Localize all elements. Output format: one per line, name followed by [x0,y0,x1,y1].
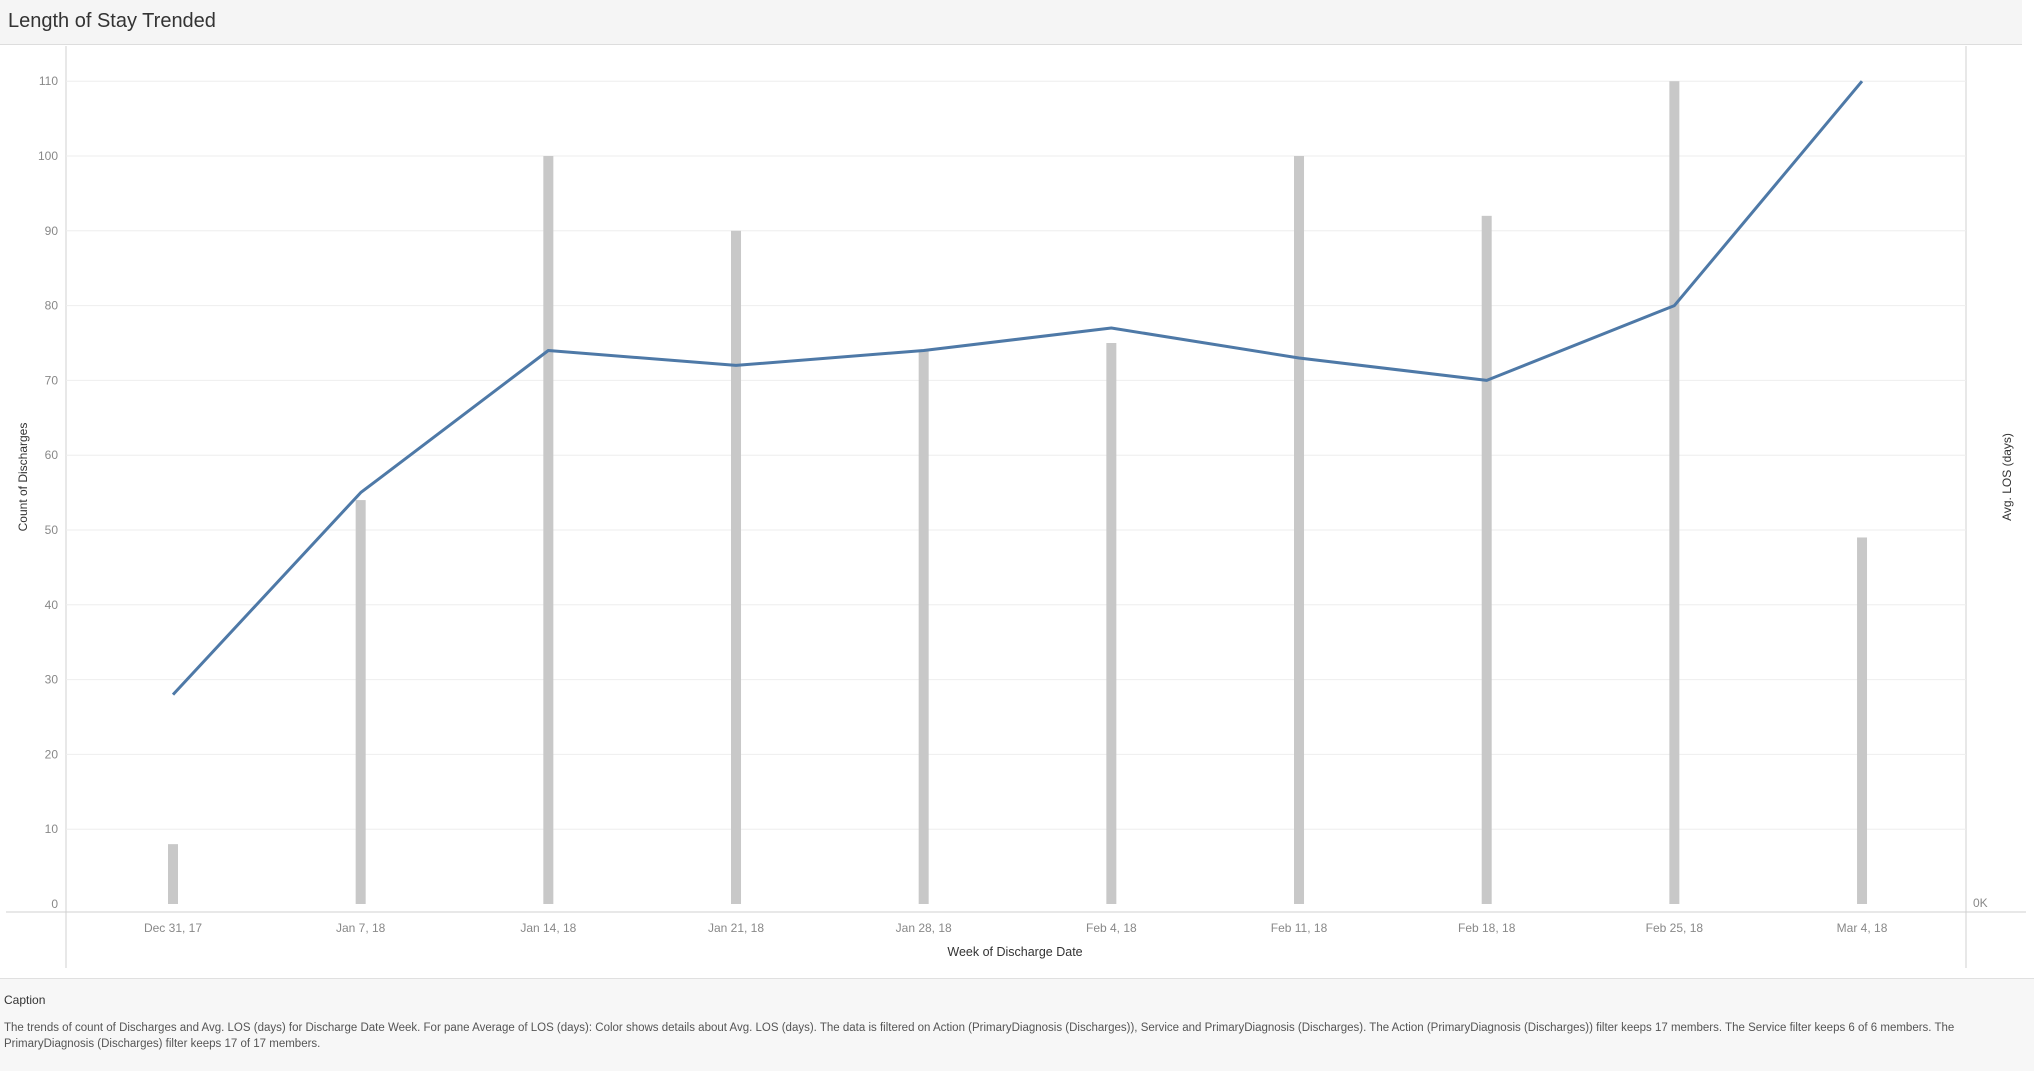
y-tick-label: 80 [45,299,59,313]
x-tick-label: Jan 7, 18 [336,921,386,935]
x-tick-label: Jan 14, 18 [520,921,576,935]
page-title: Length of Stay Trended [8,10,216,32]
caption-heading: Caption [4,993,46,1007]
y-tick-label: 20 [45,747,59,761]
y-tick-label: 40 [45,598,59,612]
x-tick-label: Mar 4, 18 [1837,921,1888,935]
chart: 0 10 20 30 40 50 60 70 80 90 100 110 Dec 31, 17 Jan … [6,46,2026,968]
discharge-bar[interactable] [1857,537,1868,904]
x-tick-label: Feb 25, 18 [1646,921,1704,935]
avg-los-line[interactable] [171,80,1864,696]
discharge-bar[interactable] [1669,81,1680,904]
y-tick-label: 90 [45,224,59,238]
discharge-bar[interactable] [168,844,178,904]
y-tick-label: 110 [39,74,58,88]
x-tick-label: Jan 21, 18 [708,921,764,935]
discharge-bar[interactable] [731,230,742,905]
right-axis-tick: 0K [1973,896,1988,910]
y-tick-label: 70 [45,373,59,387]
discharge-bar[interactable] [1106,343,1117,904]
x-tick-label: Feb 11, 18 [1271,921,1328,935]
x-tick-label: Dec 31, 17 [144,921,202,935]
caption-panel: Caption The trends of count of Discharge… [0,978,2034,1071]
discharge-bar[interactable] [1481,215,1492,905]
y-tick-label: 10 [45,822,59,836]
x-tick-label: Feb 18, 18 [1458,921,1516,935]
x-tick-label: Feb 4, 18 [1086,921,1137,935]
x-tick-label: Jan 28, 18 [896,921,952,935]
right-y-axis-label: Avg. LOS (days) [2000,433,2014,521]
discharge-bar[interactable] [543,156,554,904]
y-tick-label: 100 [38,149,58,163]
title-bar: Length of Stay Trended [0,0,2022,45]
discharge-bar[interactable] [1294,156,1305,904]
y-axis-label: Count of Discharges [16,423,30,532]
caption-text: The trends of count of Discharges and Av… [4,1022,1955,1050]
discharge-bar[interactable] [355,500,366,904]
y-tick-label: 60 [45,448,59,462]
x-axis-label: Week of Discharge Date [947,945,1082,959]
y-tick-label: 0 [51,897,58,911]
y-tick-label: 30 [45,673,59,687]
discharge-bar[interactable] [918,350,929,905]
y-tick-label: 50 [45,523,59,537]
